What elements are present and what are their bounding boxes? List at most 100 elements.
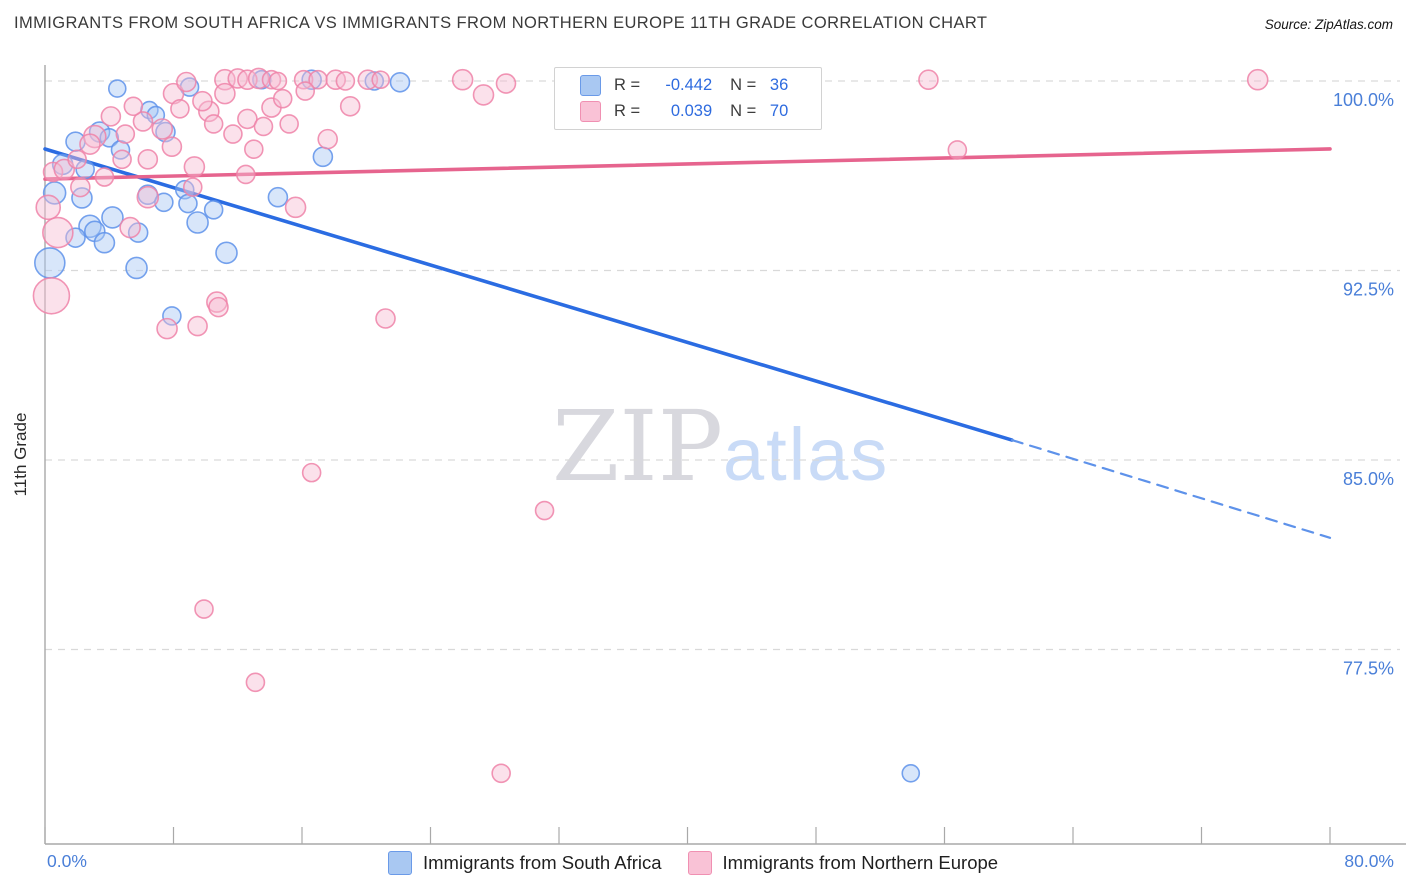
data-point-pink[interactable] <box>244 139 264 160</box>
data-point-blue[interactable] <box>34 247 66 279</box>
r-value-northern-europe: 0.039 <box>670 102 713 120</box>
data-point-blue[interactable] <box>178 193 198 214</box>
stats-row-south-africa: R = -0.442 N = 36 <box>580 75 821 96</box>
data-point-blue[interactable] <box>215 241 238 265</box>
data-point-pink[interactable] <box>301 462 322 483</box>
data-point-pink[interactable] <box>100 106 122 127</box>
data-point-pink[interactable] <box>70 176 91 198</box>
data-point-pink[interactable] <box>339 95 361 117</box>
data-point-blue[interactable] <box>267 186 289 208</box>
data-point-pink[interactable] <box>42 216 74 249</box>
legend-label-south-africa[interactable]: Immigrants from South Africa <box>423 852 662 873</box>
data-point-pink[interactable] <box>534 500 555 521</box>
data-point-pink[interactable] <box>115 124 136 144</box>
data-point-pink[interactable] <box>357 69 379 91</box>
data-point-pink[interactable] <box>253 116 274 137</box>
legend-northern-europe-swatch-icon[interactable] <box>687 851 712 875</box>
data-point-blue[interactable] <box>312 146 334 168</box>
data-point-pink[interactable] <box>375 308 396 329</box>
data-point-pink[interactable] <box>918 69 939 91</box>
data-point-pink[interactable] <box>151 118 174 140</box>
data-point-pink[interactable] <box>182 177 203 197</box>
legend-label-northern-europe[interactable]: Immigrants from Northern Europe <box>722 852 999 873</box>
data-point-pink[interactable] <box>237 108 258 130</box>
data-point-pink[interactable] <box>208 296 229 318</box>
data-point-pink[interactable] <box>198 100 220 123</box>
correlation-stats-legend: R = -0.442 N = 36 R = 0.039 N = 70 <box>554 67 822 130</box>
data-point-blue[interactable] <box>154 192 174 213</box>
data-point-pink[interactable] <box>308 69 328 90</box>
data-point-pink[interactable] <box>472 84 495 106</box>
data-point-pink[interactable] <box>279 114 299 134</box>
data-point-pink[interactable] <box>170 98 190 119</box>
n-label: N = <box>730 102 757 120</box>
data-point-blue[interactable] <box>125 256 148 280</box>
data-point-pink[interactable] <box>156 317 178 340</box>
data-point-pink[interactable] <box>32 276 71 315</box>
data-point-pink[interactable] <box>132 111 154 132</box>
source-attribution: Source: ZipAtlas.com <box>1264 17 1393 32</box>
data-point-pink[interactable] <box>136 185 160 209</box>
series-legend: Immigrants from South Africa Immigrants … <box>388 851 1024 875</box>
y-tick-label: 100.0% <box>1333 90 1394 110</box>
data-point-pink[interactable] <box>112 149 132 170</box>
data-point-pink[interactable] <box>79 133 101 155</box>
n-label: N = <box>730 76 757 94</box>
trend-line-south-africa-solid <box>43 147 1014 442</box>
south-africa-swatch-icon <box>580 75 601 96</box>
data-point-blue[interactable] <box>901 764 921 783</box>
data-point-pink[interactable] <box>161 136 183 157</box>
data-point-blue[interactable] <box>65 227 86 248</box>
data-point-blue[interactable] <box>107 79 127 98</box>
data-point-pink[interactable] <box>137 149 159 170</box>
r-label: R = <box>614 76 641 94</box>
data-point-pink[interactable] <box>94 167 115 187</box>
data-point-pink[interactable] <box>119 216 141 239</box>
data-point-pink[interactable] <box>335 71 356 91</box>
data-point-pink[interactable] <box>1246 68 1269 91</box>
data-point-pink[interactable] <box>67 149 87 170</box>
data-point-blue[interactable] <box>186 211 209 234</box>
trend-line-south-africa-dashed <box>1010 438 1332 539</box>
data-point-blue[interactable] <box>162 306 182 326</box>
x-axis-max-label: 80.0% <box>1344 851 1394 871</box>
data-point-pink[interactable] <box>295 81 316 101</box>
data-point-blue[interactable] <box>101 206 124 229</box>
data-point-pink[interactable] <box>176 71 197 93</box>
data-point-pink[interactable] <box>317 128 339 150</box>
data-point-pink[interactable] <box>261 69 282 90</box>
northern-europe-swatch-icon <box>580 101 601 122</box>
y-tick-label: 85.0% <box>1343 469 1394 489</box>
data-point-pink[interactable] <box>183 156 206 178</box>
trend-line-northern-europe-solid <box>43 147 1332 181</box>
data-point-pink[interactable] <box>194 599 214 619</box>
y-tick-label: 77.5% <box>1343 659 1394 679</box>
data-point-blue[interactable] <box>389 71 411 93</box>
data-point-pink[interactable] <box>284 196 307 219</box>
data-point-pink[interactable] <box>371 70 391 90</box>
data-point-blue[interactable] <box>301 69 322 91</box>
page-title: IMMIGRANTS FROM SOUTH AFRICA VS IMMIGRAN… <box>14 14 988 32</box>
data-point-pink[interactable] <box>272 88 293 109</box>
data-point-pink[interactable] <box>237 69 258 91</box>
data-point-blue[interactable] <box>93 231 116 254</box>
data-point-pink[interactable] <box>187 315 208 337</box>
data-point-pink[interactable] <box>192 90 213 112</box>
data-point-pink[interactable] <box>203 114 224 134</box>
data-point-pink[interactable] <box>245 672 266 693</box>
data-point-pink[interactable] <box>214 82 236 105</box>
data-point-pink[interactable] <box>268 71 288 91</box>
data-point-pink[interactable] <box>491 763 511 784</box>
data-point-pink[interactable] <box>947 140 968 160</box>
legend-south-africa-swatch-icon[interactable] <box>388 851 412 875</box>
r-value-south-africa: -0.442 <box>665 76 713 94</box>
data-point-blue[interactable] <box>203 200 224 220</box>
data-point-pink[interactable] <box>235 164 256 185</box>
data-point-pink[interactable] <box>223 124 243 144</box>
data-point-pink[interactable] <box>451 68 474 91</box>
stats-row-northern-europe: R = 0.039 N = 70 <box>580 101 821 122</box>
data-point-pink[interactable] <box>495 73 517 94</box>
y-axis-title: 11th Grade <box>11 413 30 497</box>
data-point-pink[interactable] <box>35 194 62 221</box>
data-point-pink[interactable] <box>123 96 144 117</box>
